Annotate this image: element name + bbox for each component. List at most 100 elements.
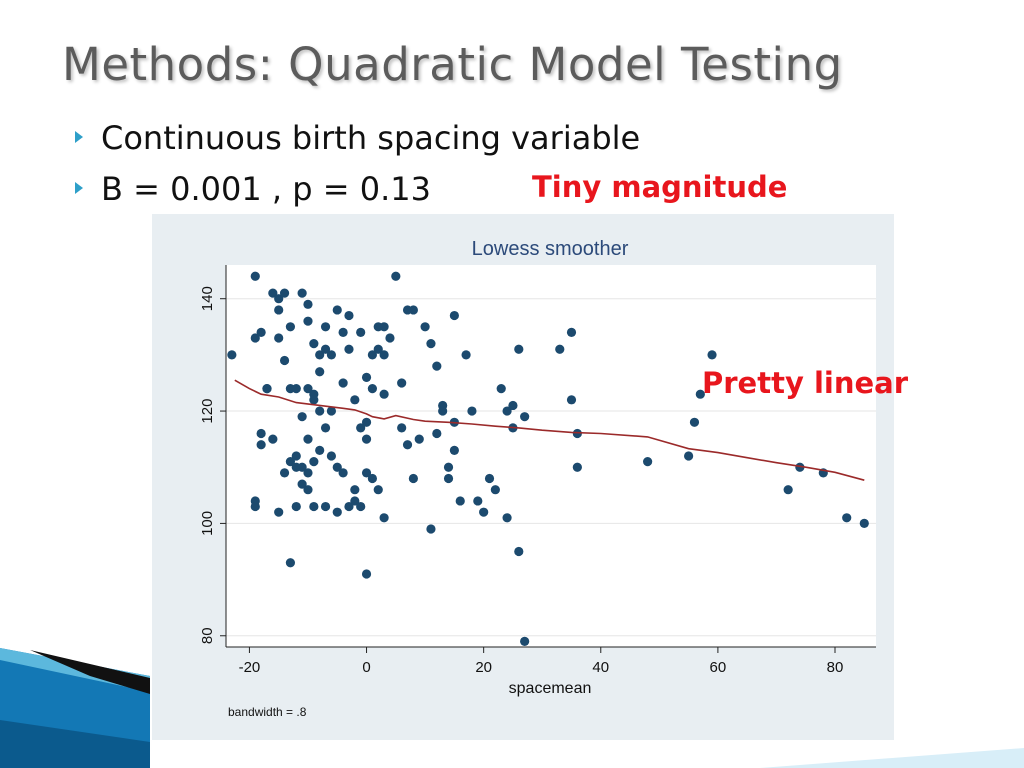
x-tick-label: 80 <box>827 659 844 676</box>
plot-area <box>226 265 876 647</box>
x-tick-label: 0 <box>362 659 370 676</box>
scatter-point <box>520 636 530 646</box>
scatter-point <box>572 462 582 472</box>
scatter-point <box>490 485 500 495</box>
scatter-point <box>291 501 301 512</box>
scatter-point <box>484 473 495 484</box>
scatter-point <box>385 333 395 343</box>
scatter-point <box>367 350 377 360</box>
scatter-point <box>397 378 407 388</box>
scatter-point <box>256 440 266 450</box>
x-tick-label: -20 <box>239 659 261 676</box>
scatter-point <box>262 383 272 394</box>
y-tick-label: 120 <box>199 399 216 424</box>
bullet-text: Continuous birth spacing variable <box>101 119 641 157</box>
scatter-point <box>303 383 313 394</box>
scatter-point <box>227 350 237 360</box>
scatter-point <box>297 412 307 422</box>
scatter-point <box>373 344 383 354</box>
scatter-point <box>315 367 325 377</box>
scatter-point <box>379 350 389 360</box>
scatter-point <box>373 485 383 495</box>
x-tick-label: 20 <box>475 659 492 676</box>
scatter-point <box>297 479 307 489</box>
scatter-point <box>514 546 524 557</box>
callout-pretty-linear: Pretty linear <box>702 366 909 400</box>
scatter-point <box>514 344 524 354</box>
x-axis-label: spacemean <box>509 680 592 697</box>
scatter-point <box>250 333 260 343</box>
scatter-point <box>320 322 331 332</box>
scatter-point <box>291 383 301 394</box>
stripe-dark-blue <box>0 720 150 768</box>
scatter-point <box>449 310 459 321</box>
scatter-point <box>350 395 360 405</box>
scatter-point <box>684 451 694 461</box>
scatter-point <box>303 434 313 444</box>
callout-tiny-magnitude: Tiny magnitude <box>532 170 788 204</box>
scatter-point <box>338 468 348 478</box>
scatter-point <box>250 501 260 512</box>
scatter-point <box>426 339 436 349</box>
scatter-point <box>332 462 342 472</box>
scatter-point <box>391 271 401 281</box>
scatter-point <box>256 428 266 439</box>
scatter-point <box>379 389 389 399</box>
scatter-point <box>315 406 325 416</box>
scatter-point <box>379 513 389 523</box>
scatter-point <box>361 372 372 382</box>
scatter-point <box>274 305 284 315</box>
scatter-point <box>361 434 372 444</box>
scatter-point <box>361 569 372 579</box>
scatter-point <box>274 333 284 343</box>
scatter-point <box>303 299 313 309</box>
scatter-point <box>508 400 518 411</box>
scatter-point <box>250 271 260 281</box>
scatter-point <box>367 473 377 484</box>
scatter-point <box>414 434 424 444</box>
scatter-point <box>285 558 296 568</box>
scatter-point <box>555 344 565 354</box>
scatter-point <box>783 485 793 495</box>
scatter-point <box>332 507 342 517</box>
scatter-point <box>859 518 869 529</box>
scatter-point <box>350 485 360 495</box>
scatter-point <box>689 417 700 427</box>
y-tick-label: 140 <box>199 286 216 311</box>
scatter-point <box>297 288 307 298</box>
scatter-point <box>268 434 278 444</box>
scatter-point <box>367 383 377 394</box>
lowess-chart: 80 100 120 140 -20 0 20 40 60 80 Lowess smoother … <box>152 214 894 740</box>
scatter-point <box>479 507 489 517</box>
scatter-point <box>326 350 337 360</box>
scatter-point <box>332 305 342 315</box>
scatter-point <box>320 501 331 512</box>
scatter-point <box>438 406 448 416</box>
scatter-point <box>572 428 582 439</box>
scatter-point <box>473 496 483 506</box>
triangle-bullet-icon <box>75 131 83 143</box>
scatter-point <box>379 322 389 332</box>
scatter-point <box>309 339 319 349</box>
stripe-pale <box>560 748 1024 768</box>
scatter-point <box>643 457 653 467</box>
scatter-point <box>461 350 471 360</box>
scatter-point <box>285 322 296 332</box>
grid-lines <box>226 298 876 637</box>
scatter-point <box>520 412 530 422</box>
lowess-line <box>234 379 865 481</box>
scatter-point <box>279 288 290 298</box>
scatter-point <box>344 344 354 354</box>
scatter-point <box>326 406 337 416</box>
y-tick-label: 80 <box>199 627 216 644</box>
bandwidth-note: bandwidth = .8 <box>228 705 307 719</box>
scatter-point <box>426 524 436 534</box>
scatter-point <box>496 383 506 394</box>
y-tick-label: 100 <box>199 511 216 536</box>
scatter-point <box>707 350 717 360</box>
scatter-point <box>344 501 354 512</box>
scatter-point <box>432 361 442 371</box>
scatter-points <box>227 271 869 646</box>
